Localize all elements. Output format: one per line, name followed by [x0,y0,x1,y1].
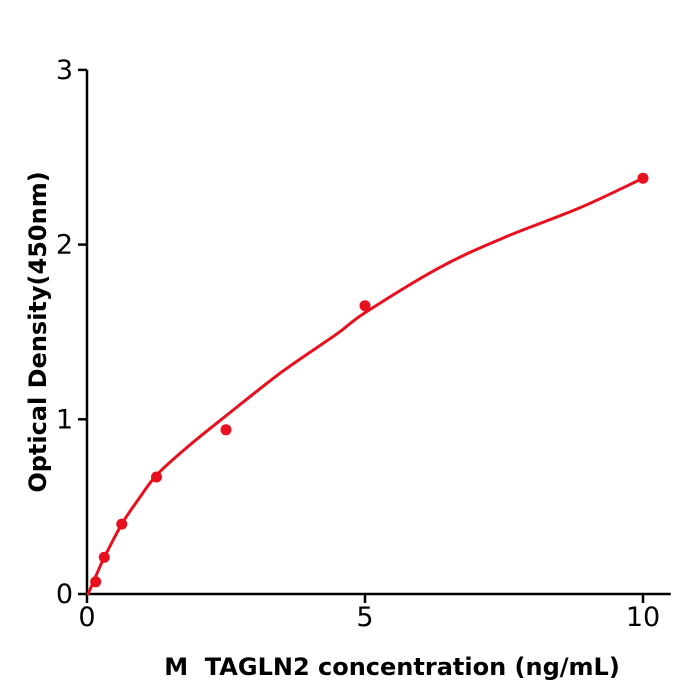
data-point [90,576,102,588]
data-point [220,424,232,436]
axes [85,69,671,596]
x-tick-label: 0 [78,602,95,633]
y-tick-label: 1 [56,404,73,435]
data-point [151,471,162,483]
data-points [90,172,649,588]
y-axis-title: Optical Density(450nm) [24,171,52,492]
x-tick-label: 10 [626,602,660,633]
y-tick-label: 0 [56,579,73,610]
fit-curve [86,176,645,596]
data-point [359,300,371,312]
tick-labels: 0 5 10 0 1 2 3 [56,55,660,633]
x-tick-label: 5 [356,602,373,633]
y-tick-label: 3 [56,55,73,86]
data-point [98,551,110,563]
data-point [116,518,128,530]
y-tick-label: 2 [56,230,73,261]
x-axis-title: M TAGLN2 concentration (ng/mL) [164,653,620,681]
axis-ticks [78,68,645,603]
data-point [637,172,649,184]
